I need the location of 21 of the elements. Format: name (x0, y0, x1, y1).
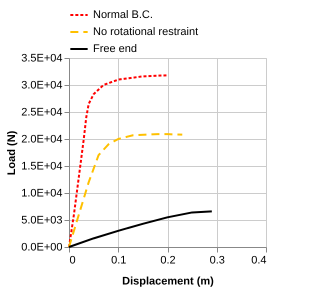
x-tick-label: 0.3 (210, 254, 225, 266)
legend-label: No rotational restraint (93, 26, 198, 38)
line-series (68, 210, 213, 248)
x-tick-label: 0.1 (111, 254, 126, 266)
y-tick-label: 3.0E+04 (21, 80, 62, 92)
y-tick-label: 5.0E+03 (21, 214, 62, 226)
line-series (68, 74, 168, 248)
x-tick-label: 0.2 (160, 254, 176, 266)
x-tick-label: 0 (70, 254, 76, 266)
x-axis-title: Displacement (m) (122, 276, 214, 288)
y-tick-label: 0.0E+00 (21, 242, 62, 254)
y-tick-label: 2.5E+04 (21, 106, 62, 118)
y-axis-title: Load (N) (6, 130, 18, 176)
y-tick-label: 1.5E+04 (21, 160, 62, 172)
y-tick-label: 1.0E+04 (21, 188, 62, 200)
legend-label: Normal B.C. (93, 9, 153, 21)
x-tick-label: 0.4 (251, 254, 266, 266)
legend-label: Free end (93, 43, 138, 55)
line-series (68, 133, 184, 248)
y-tick-label: 2.0E+04 (21, 134, 62, 146)
y-tick-label: 3.5E+04 (21, 52, 62, 64)
